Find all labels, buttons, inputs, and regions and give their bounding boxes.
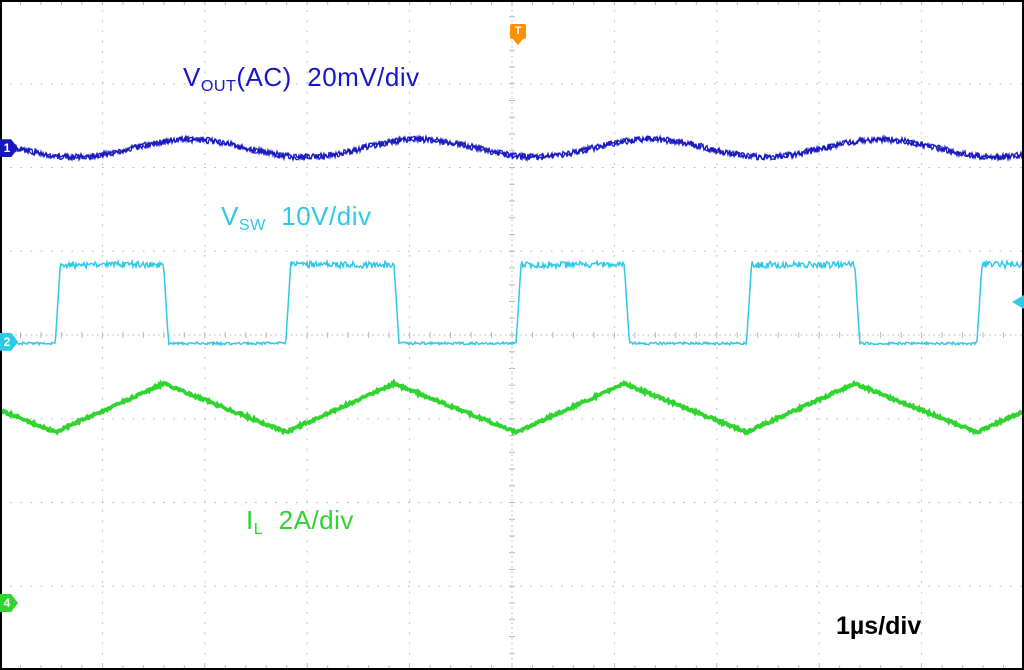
- trace-label-vout: VOUT(AC) 20mV/div: [183, 62, 420, 95]
- channel-4-marker[interactable]: 4: [0, 594, 18, 612]
- il-symbol: I: [246, 505, 254, 535]
- vsw-symbol: V: [221, 201, 239, 231]
- trace-label-il: IL 2A/div: [246, 505, 354, 538]
- timebase-label: 1µs/div: [836, 612, 922, 640]
- vout-scale-text: (AC) 20mV/div: [236, 62, 420, 92]
- trigger-level-left-arrow-icon[interactable]: [1012, 295, 1024, 310]
- vout-subscript: OUT: [200, 76, 237, 95]
- trace-label-vsw: VSW 10V/div: [221, 201, 372, 234]
- il-subscript: L: [253, 519, 264, 538]
- trace-ch4: [0, 378, 1024, 436]
- channel-2-marker[interactable]: 2: [0, 332, 18, 351]
- channel-4-marker-label: 4: [3, 596, 11, 610]
- trigger-t-icon: T: [510, 24, 527, 39]
- trigger-down-arrow-icon: [513, 39, 524, 45]
- vout-symbol: V: [183, 62, 201, 92]
- il-scale-text: 2A/div: [263, 505, 354, 535]
- vsw-scale-text: 10V/div: [265, 201, 372, 231]
- channel-2-marker-label: 2: [3, 334, 11, 349]
- trigger-position-marker[interactable]: T: [510, 24, 527, 45]
- trace-ch2: [0, 258, 1024, 347]
- vsw-subscript: SW: [238, 215, 266, 234]
- channel-1-marker[interactable]: 1: [0, 139, 18, 158]
- channel-1-marker-label: 1: [3, 141, 11, 156]
- trace-ch1: [0, 134, 1024, 163]
